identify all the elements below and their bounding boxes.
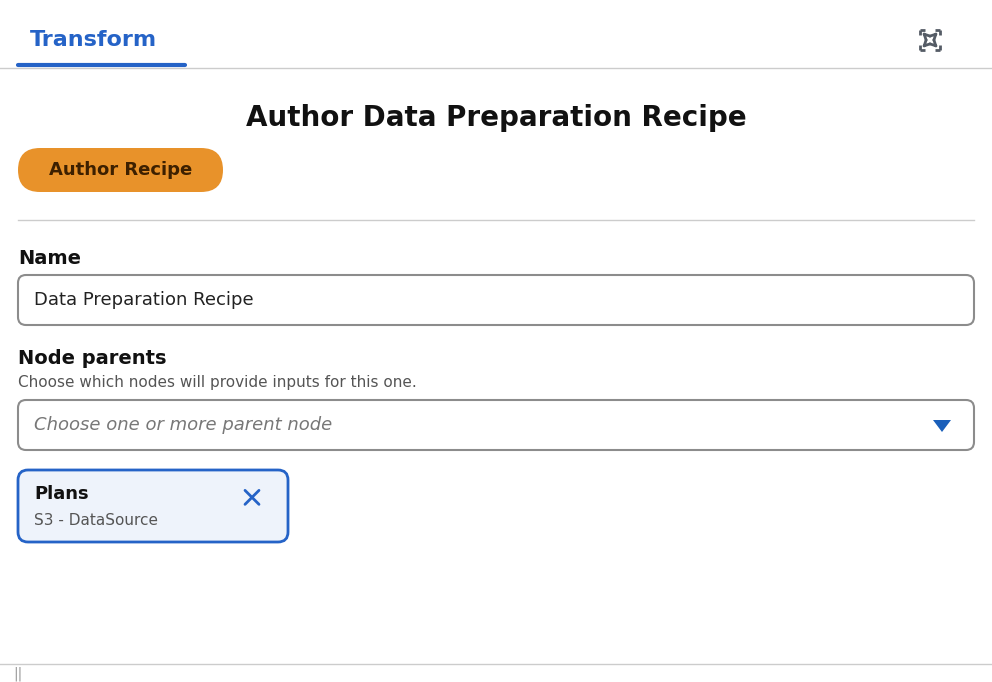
Text: Name: Name — [18, 248, 81, 267]
Text: Node parents: Node parents — [18, 349, 167, 368]
Text: S3 - DataSource: S3 - DataSource — [34, 513, 158, 528]
FancyBboxPatch shape — [18, 275, 974, 325]
Text: Choose which nodes will provide inputs for this one.: Choose which nodes will provide inputs f… — [18, 374, 417, 389]
Text: Author Recipe: Author Recipe — [49, 161, 192, 179]
Text: Data Preparation Recipe: Data Preparation Recipe — [34, 291, 254, 309]
FancyBboxPatch shape — [18, 400, 974, 450]
Text: Author Data Preparation Recipe: Author Data Preparation Recipe — [246, 104, 746, 132]
Text: Choose one or more parent node: Choose one or more parent node — [34, 416, 332, 434]
FancyBboxPatch shape — [18, 148, 223, 192]
Text: ||: || — [13, 667, 22, 681]
Text: Plans: Plans — [34, 486, 88, 503]
Text: Transform: Transform — [30, 30, 157, 50]
FancyBboxPatch shape — [18, 470, 288, 542]
Polygon shape — [933, 420, 951, 432]
